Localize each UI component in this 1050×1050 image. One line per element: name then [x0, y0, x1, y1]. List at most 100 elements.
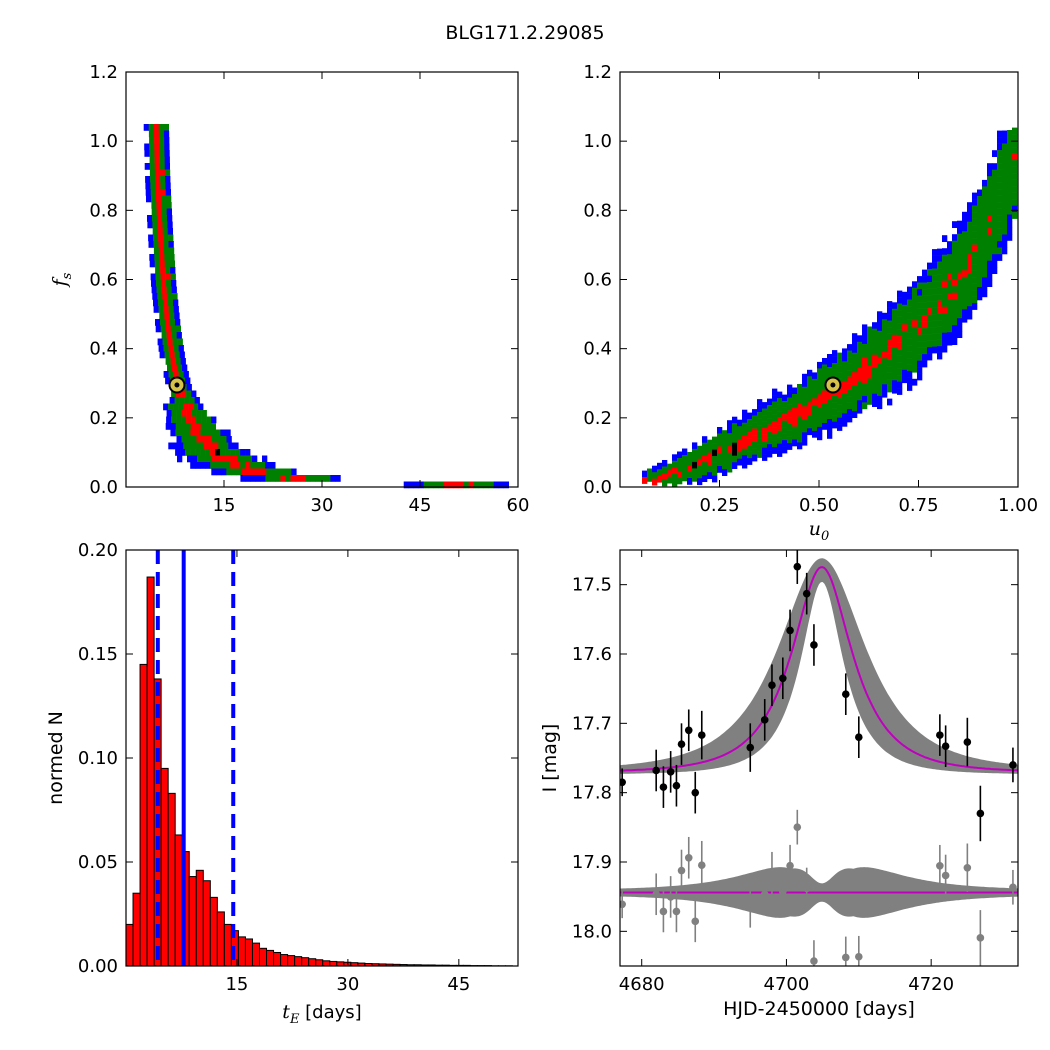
density-cell [772, 440, 778, 448]
density-cell [972, 251, 978, 258]
data-point [652, 766, 660, 775]
density-cell [159, 156, 165, 164]
density-cell [172, 338, 178, 346]
density-cell [807, 376, 813, 384]
density-cell [201, 410, 207, 417]
density-cell [797, 390, 803, 398]
density-cell [907, 293, 913, 300]
density-cell [757, 438, 763, 445]
density-cell [827, 354, 833, 361]
density-cell [897, 290, 903, 298]
density-cell [787, 410, 793, 418]
density-cell [707, 446, 713, 453]
density-cell [167, 364, 173, 372]
density-cell [797, 410, 803, 417]
x-axis-label: u0 [809, 518, 830, 544]
density-cell [887, 307, 893, 315]
density-cell [917, 373, 923, 381]
density-cell [202, 455, 208, 463]
density-cell [882, 319, 888, 327]
density-cell [997, 156, 1003, 164]
density-cell [832, 356, 838, 364]
density-cell [912, 320, 918, 328]
density-cell [657, 475, 663, 483]
density-cell [171, 280, 177, 287]
density-cell [180, 423, 186, 430]
density-cell [772, 395, 778, 402]
density-cell [702, 462, 708, 469]
density-cell [802, 419, 808, 427]
density-cell [1007, 195, 1013, 202]
density-cell [987, 189, 993, 196]
density-cell [662, 466, 668, 474]
density-cell [977, 235, 983, 242]
density-cell [997, 163, 1003, 170]
density-cell [997, 202, 1003, 209]
y-tick-label: 0.8 [89, 200, 118, 221]
density-cell [171, 286, 177, 294]
density-cell [250, 462, 256, 469]
density-cell [1007, 169, 1013, 176]
density-cell [892, 347, 898, 355]
density-cell [812, 404, 818, 412]
residual-point [786, 861, 794, 870]
density-cell [154, 254, 160, 261]
density-cell [887, 398, 893, 406]
density-cell [892, 341, 898, 349]
density-cell [877, 350, 883, 358]
residual-point [620, 900, 626, 909]
density-cell [315, 475, 321, 482]
density-cell [180, 429, 186, 437]
density-cell [907, 312, 913, 320]
density-cell [787, 384, 793, 392]
density-cell [717, 466, 723, 473]
density-cell [912, 294, 918, 302]
density-cell [165, 189, 171, 196]
density-cell [877, 343, 883, 351]
density-cell [161, 280, 167, 287]
density-cell [967, 247, 973, 255]
density-cell [270, 462, 276, 469]
density-cell [837, 359, 843, 366]
histogram-bar [139, 663, 148, 967]
density-cell [198, 403, 204, 411]
density-cell [932, 275, 938, 282]
density-cell [927, 301, 933, 309]
density-cell [952, 286, 958, 293]
density-cell [200, 449, 206, 456]
density-cell [877, 395, 883, 403]
density-cell [727, 439, 733, 447]
density-cell [757, 405, 763, 413]
density-cell [907, 358, 913, 365]
density-cell [652, 478, 658, 486]
density-cell [857, 400, 863, 408]
density-cell [797, 442, 803, 450]
density-cell [872, 374, 878, 381]
density-cell [193, 442, 199, 450]
density-cell [977, 196, 983, 203]
density-cell [922, 328, 928, 335]
density-cell [185, 377, 191, 385]
density-cell [159, 351, 165, 359]
density-cell [164, 254, 170, 261]
density-cell [997, 130, 1003, 138]
density-cell [667, 470, 673, 477]
density-cell [757, 418, 763, 426]
density-cell [325, 475, 331, 482]
density-cell [687, 471, 693, 479]
density-cell [165, 358, 171, 365]
density-cell [1002, 234, 1008, 242]
x-tick-label: 45 [447, 974, 470, 995]
density-cell [295, 475, 301, 482]
density-cell [977, 228, 983, 236]
density-cell [872, 322, 878, 329]
density-cell [902, 311, 908, 319]
density-cell [186, 384, 192, 391]
density-cell [842, 387, 848, 395]
density-cell [1012, 179, 1018, 187]
density-cell [166, 195, 172, 203]
density-cell [652, 465, 658, 473]
density-cell [767, 398, 773, 406]
density-cell [882, 358, 888, 366]
density-cell [807, 382, 813, 390]
